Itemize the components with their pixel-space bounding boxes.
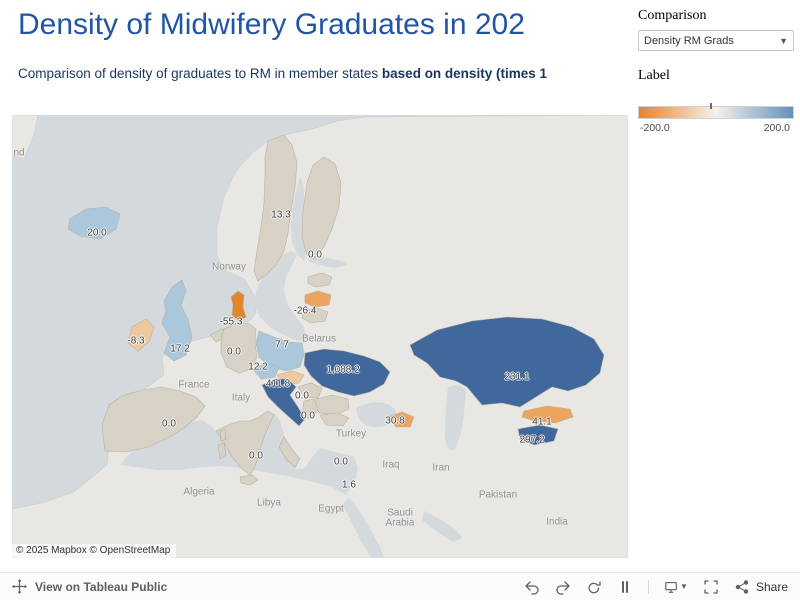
country-denmark[interactable] bbox=[230, 290, 247, 322]
view-on-tableau-public-label: View on Tableau Public bbox=[35, 579, 168, 594]
redo-icon[interactable] bbox=[555, 579, 571, 595]
comparison-header: Comparison bbox=[638, 8, 707, 23]
black-sea bbox=[356, 402, 398, 428]
country-tajikistan[interactable] bbox=[517, 424, 559, 446]
label-header: Label bbox=[638, 68, 670, 83]
view-on-tableau-public[interactable]: View on Tableau Public bbox=[12, 579, 167, 595]
country-hungary[interactable] bbox=[297, 382, 323, 399]
country-kyrgyzstan[interactable] bbox=[521, 405, 574, 424]
landmass-greenland bbox=[12, 115, 39, 160]
persian-gulf bbox=[422, 511, 462, 542]
country-sicily[interactable] bbox=[239, 474, 259, 486]
tableau-toolbar: View on Tableau Public ▼ bbox=[0, 572, 800, 600]
country-kazakhstan[interactable] bbox=[409, 316, 605, 408]
country-bulgaria[interactable] bbox=[319, 412, 350, 427]
subtitle-bold: based on density (times 1 bbox=[381, 66, 547, 81]
country-iceland[interactable] bbox=[67, 206, 121, 240]
toolbar-separator bbox=[647, 579, 649, 594]
filter-panel: Comparison Density RM Grads ▼ Label -200… bbox=[638, 8, 794, 134]
island-corsica[interactable] bbox=[219, 428, 227, 442]
country-latvia[interactable] bbox=[304, 290, 332, 308]
tableau-logo bbox=[12, 579, 28, 595]
subtitle: Comparison of density of graduates to RM… bbox=[18, 66, 630, 86]
share-label: Share bbox=[755, 579, 788, 594]
country-ukraine[interactable] bbox=[303, 348, 391, 397]
country-united-kingdom[interactable] bbox=[161, 279, 193, 362]
red-sea bbox=[343, 497, 384, 558]
fullscreen-icon[interactable] bbox=[703, 579, 719, 595]
color-legend: -200.0 200.0 bbox=[638, 103, 794, 134]
gulf-of-finland bbox=[308, 255, 348, 268]
page-title: Density of Midwifery Graduates in 202 bbox=[18, 8, 525, 41]
replay-icon[interactable] bbox=[586, 579, 602, 595]
comparison-dropdown-value: Density RM Grads bbox=[644, 34, 734, 47]
country-croatia-region[interactable] bbox=[261, 378, 306, 427]
country-sweden[interactable] bbox=[253, 134, 298, 282]
download-icon[interactable]: ▼ bbox=[664, 579, 688, 595]
download-caret-icon: ▼ bbox=[680, 582, 688, 591]
country-italy[interactable] bbox=[215, 410, 275, 476]
pause-icon[interactable] bbox=[617, 579, 633, 595]
mediterranean-sea bbox=[120, 414, 358, 495]
map-attribution[interactable]: © 2025 Mapbox © OpenStreetMap bbox=[12, 544, 177, 558]
share-button[interactable]: Share bbox=[734, 579, 788, 595]
legend-max-label: 200.0 bbox=[763, 122, 790, 134]
country-ireland[interactable] bbox=[127, 318, 155, 352]
choropleth-map[interactable]: 20.0 13.3 0.0 -55.3 -26.4 -8.3 17.2 7.7 0.0 12.2 4… bbox=[12, 115, 628, 558]
country-caucasus[interactable] bbox=[387, 411, 415, 428]
map-canvas bbox=[12, 115, 628, 558]
subtitle-plain: Comparison of density of graduates to RM… bbox=[18, 66, 382, 81]
country-greece[interactable] bbox=[278, 436, 301, 468]
country-lithuania[interactable] bbox=[301, 307, 329, 324]
legend-marker bbox=[709, 103, 712, 109]
country-poland[interactable] bbox=[255, 330, 305, 372]
country-serbia[interactable] bbox=[301, 398, 319, 420]
chevron-down-icon: ▼ bbox=[779, 35, 788, 46]
legend-min-label: -200.0 bbox=[640, 122, 670, 134]
caspian-sea bbox=[445, 385, 466, 451]
legend-gradient bbox=[638, 106, 794, 119]
undo-icon[interactable] bbox=[524, 579, 540, 595]
island-sardinia[interactable] bbox=[217, 442, 227, 460]
country-estonia[interactable] bbox=[307, 272, 333, 288]
country-spain[interactable] bbox=[101, 386, 206, 453]
comparison-dropdown[interactable]: Density RM Grads ▼ bbox=[638, 30, 794, 51]
country-germany[interactable] bbox=[220, 322, 258, 374]
country-finland[interactable] bbox=[301, 156, 342, 260]
country-czechia[interactable] bbox=[252, 362, 280, 380]
